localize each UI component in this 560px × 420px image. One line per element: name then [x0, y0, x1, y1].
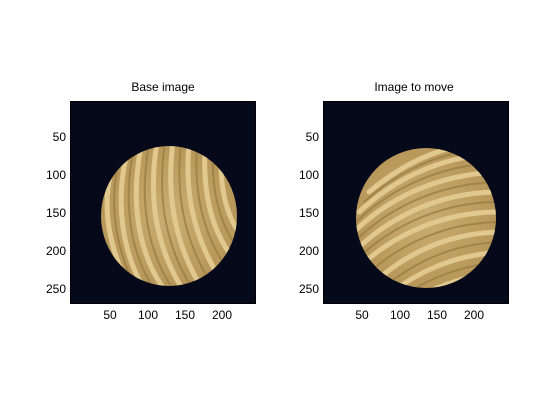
x-tick-label: 150 [174, 308, 196, 322]
x-tick-label: 50 [103, 308, 117, 322]
x-tick-label: 50 [355, 308, 369, 322]
y-tick-label: 150 [298, 206, 319, 220]
y-tick-label: 150 [45, 206, 66, 220]
y-tick-label: 50 [52, 130, 66, 144]
y-tick-label: 250 [298, 282, 319, 296]
axes-image-to-move[interactable] [323, 101, 509, 304]
x-tick-label: 150 [426, 308, 448, 322]
y-tick-label: 200 [298, 244, 319, 258]
x-tick-label: 100 [137, 308, 159, 322]
wood-disc-base-image [71, 102, 255, 303]
y-tick-label: 100 [298, 168, 319, 182]
y-tick-label: 200 [45, 244, 66, 258]
x-tick-label: 100 [389, 308, 411, 322]
panel-title-move: Image to move [374, 80, 454, 94]
panel-title-base: Base image [131, 80, 195, 94]
y-tick-label: 50 [305, 130, 319, 144]
y-tick-label: 100 [45, 168, 66, 182]
y-tick-label: 250 [45, 282, 66, 296]
x-tick-label: 200 [211, 308, 233, 322]
wood-disc-rotated-image [324, 102, 508, 303]
x-tick-label: 200 [463, 308, 485, 322]
axes-base-image[interactable] [70, 101, 256, 304]
